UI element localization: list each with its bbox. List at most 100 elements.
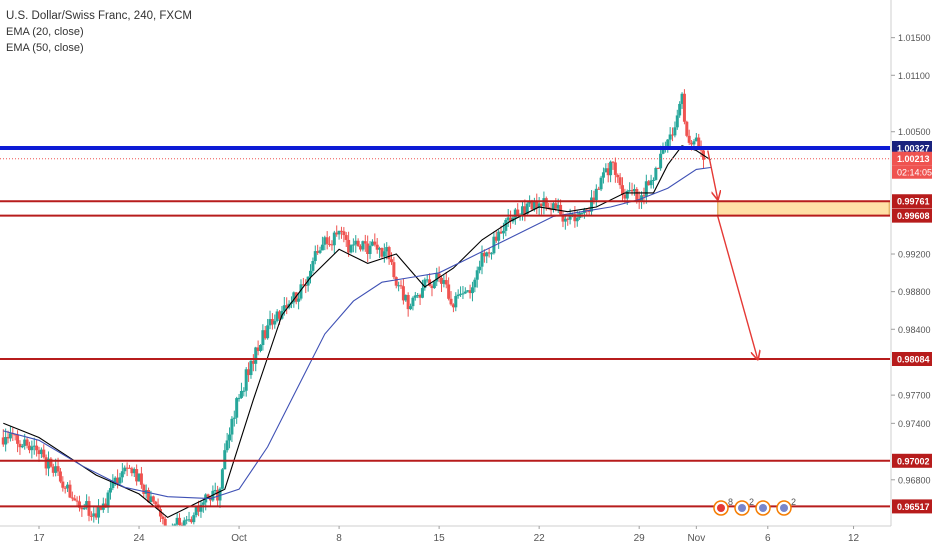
candle-body: [235, 398, 239, 418]
candle-body: [251, 360, 255, 364]
candle-body: [51, 466, 55, 473]
candle-body: [25, 439, 29, 446]
candle-body: [359, 246, 363, 250]
projection-arrow-2[interactable]: [717, 216, 758, 359]
ema50-legend[interactable]: EMA (50, close): [6, 42, 84, 54]
target-zone[interactable]: [717, 200, 890, 217]
time-axis[interactable]: [0, 526, 891, 550]
ema50-line[interactable]: [3, 166, 711, 500]
candle-body: [261, 330, 265, 346]
candle-body: [468, 290, 472, 294]
ema20-line[interactable]: [3, 145, 711, 519]
candle-body: [687, 135, 691, 143]
candle-body: [375, 244, 379, 250]
candle-body: [44, 457, 48, 469]
candle-body: [613, 162, 617, 175]
candle-body: [108, 488, 112, 493]
candle-body: [249, 360, 253, 376]
candle-body: [516, 209, 520, 216]
candle-body: [342, 231, 346, 236]
event-marker-3[interactable]: [755, 500, 771, 516]
candle-body: [544, 198, 548, 208]
candle-body: [125, 467, 129, 469]
candle-body: [47, 458, 51, 469]
candle-body: [642, 195, 646, 197]
candle-body: [618, 177, 622, 186]
candle-body: [66, 484, 70, 489]
candle-body: [213, 489, 217, 491]
candle-body: [559, 204, 563, 215]
price-tag-label: 1.00327: [897, 144, 930, 154]
candle-body: [1, 437, 5, 445]
candle-body: [478, 266, 482, 271]
event-marker-1[interactable]: 8: [713, 497, 733, 516]
candle-body: [604, 168, 608, 173]
candle-body: [349, 245, 353, 253]
candle-body: [420, 288, 424, 298]
candle-body: [206, 494, 210, 497]
price-tag-label: 0.96517: [897, 502, 930, 512]
candle-body: [218, 488, 222, 501]
candle-body: [494, 236, 498, 241]
candle-body: [58, 471, 62, 482]
candle-body: [216, 489, 220, 501]
time-tick-label: 22: [534, 533, 546, 544]
candle-body: [425, 279, 429, 281]
candle-body: [137, 473, 141, 482]
candle-body: [492, 236, 496, 254]
candle-body: [16, 434, 20, 444]
candle-body: [32, 445, 36, 447]
candle-body: [161, 516, 165, 519]
candle-body: [268, 319, 272, 326]
time-tick-label: 12: [848, 533, 860, 544]
ema20-legend[interactable]: EMA (20, close): [6, 26, 84, 38]
candle-body: [147, 489, 151, 503]
candle-body: [242, 390, 246, 392]
candle-body: [442, 280, 446, 284]
price-tag: [892, 352, 932, 366]
price-tag: [892, 208, 932, 223]
event-marker-4[interactable]: 2: [776, 497, 796, 516]
candle-body: [56, 466, 60, 472]
candle-body: [675, 115, 679, 128]
candle-body: [523, 206, 527, 214]
candle-body: [328, 243, 332, 245]
candle-body: [404, 295, 408, 301]
candle-body: [94, 513, 98, 518]
candle-body: [397, 285, 401, 287]
candle-body: [75, 500, 79, 502]
candle-body: [344, 235, 348, 240]
candle-body: [356, 240, 360, 247]
candle-body: [585, 209, 589, 212]
candle-body: [651, 179, 655, 181]
event-marker-2[interactable]: 2: [734, 497, 754, 516]
candle-body: [330, 244, 334, 246]
candle-body: [611, 161, 615, 163]
candle-body: [63, 487, 67, 489]
projection-arrow-1[interactable]: [707, 150, 718, 200]
candle-body: [606, 168, 610, 176]
candle-body: [590, 197, 594, 212]
candle-body: [440, 277, 444, 284]
candle-body: [616, 174, 620, 178]
candle-body: [132, 469, 136, 474]
candle-body: [480, 252, 484, 267]
countdown-tag: [892, 165, 932, 179]
candle-body: [401, 286, 405, 301]
price-tick-label: 1.01100: [898, 71, 930, 81]
candle-body: [320, 244, 324, 251]
candle-body: [423, 279, 427, 289]
candle-body: [106, 492, 110, 508]
candle-body: [380, 248, 384, 257]
price-tag-label: 0.97002: [897, 456, 930, 466]
candle-body: [149, 496, 153, 503]
candle-body: [690, 142, 694, 145]
candle-body: [428, 279, 432, 286]
candle-body: [444, 280, 448, 285]
candle-body: [501, 230, 505, 234]
candle-body: [530, 201, 534, 210]
candle-body: [123, 467, 127, 472]
price-tick-label: 0.97700: [898, 391, 931, 401]
candle-body: [575, 217, 579, 222]
